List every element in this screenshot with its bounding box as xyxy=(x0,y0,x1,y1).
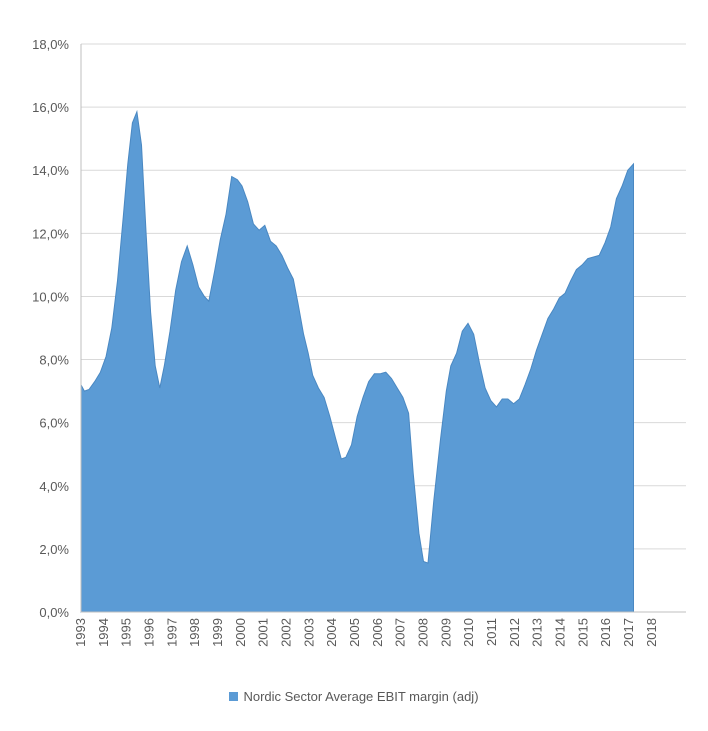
x-tick-label: 2000 xyxy=(233,618,248,647)
series-area xyxy=(80,109,634,613)
x-axis-ticks: 1993 1994 1995 1996 1997 1998 1999 2000 2001 2002… xyxy=(73,618,659,647)
legend-swatch xyxy=(229,692,239,701)
x-tick-label: 2004 xyxy=(324,618,339,647)
x-tick-label: 1994 xyxy=(96,618,111,647)
y-tick-label: 18,0% xyxy=(32,37,69,52)
x-tick-label: 2016 xyxy=(598,618,613,647)
axes xyxy=(80,44,686,613)
x-tick-label: 2007 xyxy=(393,618,408,647)
y-tick-label: 10,0% xyxy=(32,289,69,304)
y-tick-label: 4,0% xyxy=(39,479,69,494)
x-tick-label: 2003 xyxy=(301,618,316,647)
x-tick-label: 2006 xyxy=(370,618,385,647)
x-tick-label: 2014 xyxy=(552,618,567,647)
x-tick-label: 1997 xyxy=(164,618,179,647)
x-tick-label: 2010 xyxy=(461,618,476,647)
y-tick-label: 8,0% xyxy=(39,353,69,368)
x-tick-label: 1996 xyxy=(141,618,156,647)
x-tick-label: 2018 xyxy=(644,618,659,647)
y-tick-label: 2,0% xyxy=(39,542,69,557)
y-tick-label: 14,0% xyxy=(32,163,69,178)
x-tick-label: 1999 xyxy=(210,618,225,647)
legend: Nordic Sector Average EBIT margin (adj) xyxy=(0,689,708,704)
x-tick-label: 1993 xyxy=(73,618,88,647)
x-tick-label: 2013 xyxy=(530,618,545,647)
x-tick-label: 2008 xyxy=(415,618,430,647)
y-tick-label: 16,0% xyxy=(32,100,69,115)
x-tick-label: 2012 xyxy=(507,618,522,647)
x-tick-label: 2009 xyxy=(438,618,453,647)
y-tick-label: 6,0% xyxy=(39,416,69,431)
x-tick-label: 1995 xyxy=(119,618,134,647)
y-tick-label: 0,0% xyxy=(39,605,69,620)
series-area-path xyxy=(80,109,634,613)
x-tick-label: 2002 xyxy=(278,618,293,647)
legend-label: Nordic Sector Average EBIT margin (adj) xyxy=(243,689,479,704)
x-tick-label: 2005 xyxy=(347,618,362,647)
x-tick-label: 2011 xyxy=(484,618,499,646)
x-tick-label: 1998 xyxy=(187,618,202,647)
x-tick-label: 2001 xyxy=(256,618,271,647)
y-tick-label: 12,0% xyxy=(32,226,69,241)
x-tick-label: 2017 xyxy=(621,618,636,647)
y-axis-ticks: 0,0% 2,0% 4,0% 6,0% 8,0% 10,0% 12,0% 14,0% 16,0%… xyxy=(32,37,69,620)
x-tick-label: 2015 xyxy=(575,618,590,647)
